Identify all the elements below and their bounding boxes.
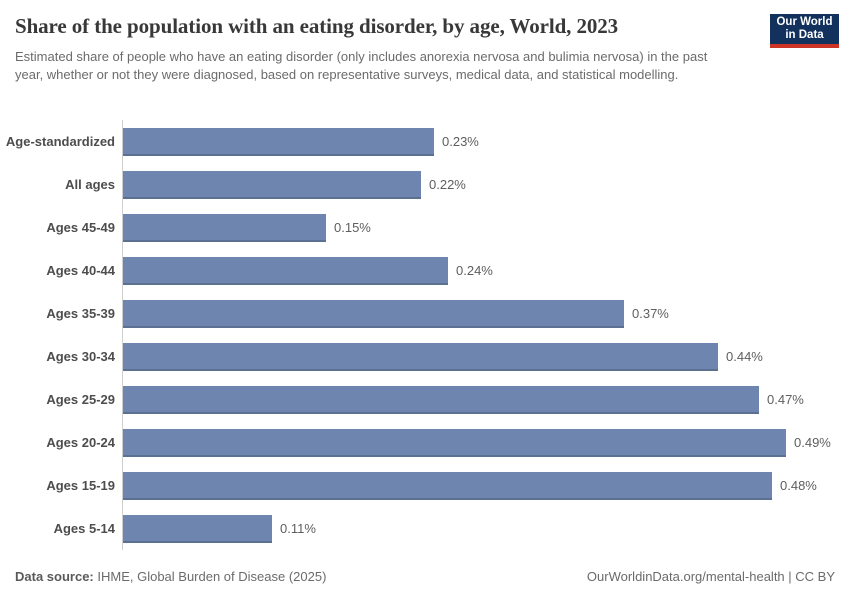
- bar-row: Ages 25-29 0.47%: [0, 378, 850, 421]
- bar[interactable]: [123, 471, 772, 500]
- bar-track: 0.11%: [122, 507, 850, 550]
- value-label: 0.15%: [334, 220, 371, 235]
- bar-row: Age-standardized 0.23%: [0, 120, 850, 163]
- bar[interactable]: [123, 342, 718, 371]
- bar-track: 0.24%: [122, 249, 850, 292]
- category-label: Ages 5-14: [53, 521, 115, 536]
- data-source-text: IHME, Global Burden of Disease (2025): [93, 569, 327, 584]
- value-label: 0.49%: [794, 435, 831, 450]
- value-label: 0.11%: [280, 521, 316, 536]
- value-label: 0.23%: [442, 134, 479, 149]
- owid-logo[interactable]: Our World in Data: [770, 14, 839, 48]
- bar[interactable]: [123, 299, 624, 328]
- bar-track: 0.48%: [122, 464, 850, 507]
- bar[interactable]: [123, 428, 786, 457]
- bar-row: Ages 5-14 0.11%: [0, 507, 850, 550]
- bar-track: 0.44%: [122, 335, 850, 378]
- bar[interactable]: [123, 256, 448, 285]
- bar[interactable]: [123, 170, 421, 199]
- header: Share of the population with an eating d…: [15, 14, 839, 84]
- logo-text-line2: in Data: [785, 29, 824, 41]
- bar-track: 0.15%: [122, 206, 850, 249]
- chart-subtitle: Estimated share of people who have an ea…: [15, 49, 708, 83]
- bar-track: 0.49%: [122, 421, 850, 464]
- category-label: Ages 45-49: [46, 220, 115, 235]
- bar-row: Ages 15-19 0.48%: [0, 464, 850, 507]
- data-source: Data source: IHME, Global Burden of Dise…: [15, 569, 326, 584]
- category-label: All ages: [65, 177, 115, 192]
- category-label: Ages 35-39: [46, 306, 115, 321]
- category-label: Ages 20-24: [46, 435, 115, 450]
- value-label: 0.37%: [632, 306, 669, 321]
- value-label: 0.48%: [780, 478, 817, 493]
- bar-row: Ages 30-34 0.44%: [0, 335, 850, 378]
- page-title: Share of the population with an eating d…: [15, 14, 619, 38]
- value-label: 0.24%: [456, 263, 493, 278]
- category-label: Ages 15-19: [46, 478, 115, 493]
- bar-row: Ages 35-39 0.37%: [0, 292, 850, 335]
- bar-track: 0.23%: [122, 120, 850, 163]
- data-source-label: Data source:: [15, 569, 94, 584]
- bar-track: 0.37%: [122, 292, 850, 335]
- bar-row: Ages 45-49 0.15%: [0, 206, 850, 249]
- value-label: 0.44%: [726, 349, 763, 364]
- category-label: Age-standardized: [5, 134, 115, 149]
- bar-chart: Age-standardized 0.23% All ages 0.22% Ages 4…: [0, 120, 850, 550]
- category-label: Ages 30-34: [46, 349, 115, 364]
- bar[interactable]: [123, 385, 759, 414]
- footer: Data source: IHME, Global Burden of Dise…: [15, 569, 835, 584]
- bar-row: Ages 20-24 0.49%: [0, 421, 850, 464]
- bar[interactable]: [123, 127, 434, 156]
- logo-text-line1: Our World: [776, 16, 833, 28]
- bar[interactable]: [123, 213, 326, 242]
- bar-rows-container: Age-standardized 0.23% All ages 0.22% Ages 4…: [0, 120, 850, 550]
- attribution-link[interactable]: OurWorldinData.org/mental-health | CC BY: [586, 569, 835, 584]
- category-label: Ages 40-44: [46, 263, 115, 278]
- category-label: Ages 25-29: [46, 392, 115, 407]
- bar-track: 0.22%: [122, 163, 850, 206]
- value-label: 0.47%: [767, 392, 804, 407]
- bar[interactable]: [123, 514, 272, 543]
- bar-track: 0.47%: [122, 378, 850, 421]
- bar-row: All ages 0.22%: [0, 163, 850, 206]
- value-label: 0.22%: [429, 177, 466, 192]
- bar-row: Ages 40-44 0.24%: [0, 249, 850, 292]
